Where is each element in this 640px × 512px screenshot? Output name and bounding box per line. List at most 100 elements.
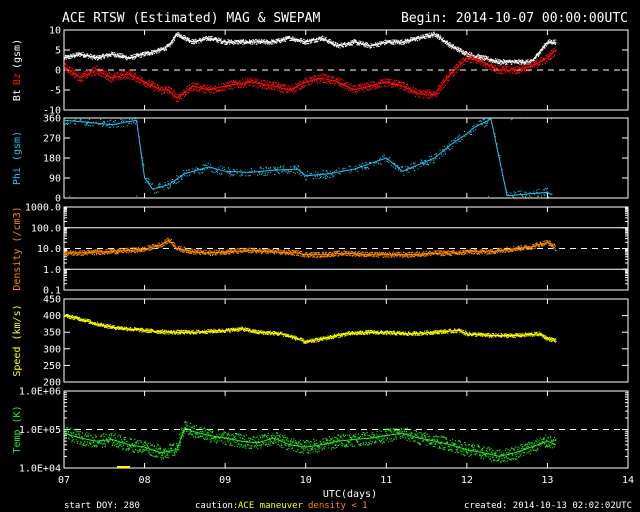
data-point <box>218 89 220 91</box>
data-point <box>286 91 288 93</box>
data-point <box>511 67 513 69</box>
data-point <box>96 252 98 254</box>
data-point <box>147 248 149 250</box>
data-point <box>390 256 392 258</box>
data-point <box>224 88 226 90</box>
data-point <box>322 252 324 254</box>
data-point <box>115 251 117 253</box>
data-point <box>519 60 521 62</box>
data-point <box>263 249 265 251</box>
data-point <box>231 251 233 253</box>
data-point <box>245 80 247 82</box>
data-point <box>432 158 434 160</box>
data-point <box>386 81 388 83</box>
data-point <box>97 70 99 72</box>
data-point <box>362 255 364 257</box>
data-point <box>488 195 490 197</box>
data-point <box>149 85 151 87</box>
data-point <box>136 251 138 253</box>
data-point <box>402 89 404 91</box>
data-point <box>256 78 258 80</box>
data-point <box>474 56 476 58</box>
data-point <box>242 43 244 45</box>
data-point <box>217 170 219 172</box>
data-point <box>492 59 494 61</box>
data-point <box>317 253 319 255</box>
data-point <box>102 125 104 127</box>
begin-time: Begin: 2014-10-07 00:00:00UTC <box>401 11 628 26</box>
data-point <box>96 57 98 59</box>
data-point <box>210 38 212 40</box>
data-point <box>288 253 290 255</box>
data-point <box>339 44 341 46</box>
data-point <box>119 249 121 251</box>
data-point <box>159 182 161 184</box>
data-point <box>472 55 474 57</box>
data-point <box>442 37 444 39</box>
data-point <box>102 72 104 74</box>
data-point <box>172 182 174 184</box>
data-point <box>148 246 150 248</box>
data-point <box>159 49 161 51</box>
data-point <box>306 80 308 82</box>
data-point <box>317 38 319 40</box>
data-point <box>271 39 273 41</box>
data-point <box>223 86 225 88</box>
data-point <box>156 187 158 189</box>
data-point <box>252 247 254 249</box>
data-point <box>76 254 78 256</box>
data-point <box>230 40 232 42</box>
data-point <box>448 75 450 77</box>
data-point <box>269 81 271 83</box>
data-point <box>418 164 420 166</box>
data-point <box>392 42 394 44</box>
data-point <box>120 78 122 80</box>
data-point <box>480 55 482 57</box>
data-point <box>149 183 151 185</box>
data-point <box>104 122 106 124</box>
data-point <box>64 123 66 125</box>
data-point <box>302 85 304 87</box>
data-point <box>484 55 486 57</box>
data-point <box>495 67 497 69</box>
data-point <box>301 85 303 87</box>
data-point <box>137 54 139 56</box>
data-point <box>75 123 77 125</box>
data-point <box>327 40 329 42</box>
data-point <box>418 90 420 92</box>
data-point <box>188 92 190 94</box>
data-point <box>352 42 354 44</box>
data-point <box>256 86 258 88</box>
data-point <box>211 38 213 40</box>
data-point <box>449 71 451 73</box>
data-point <box>505 63 507 65</box>
data-point <box>393 39 395 41</box>
data-point <box>420 36 422 38</box>
data-point <box>498 59 500 61</box>
data-point <box>397 165 399 167</box>
data-point <box>289 170 291 172</box>
data-point <box>166 88 168 90</box>
data-point <box>134 252 136 254</box>
data-point <box>464 59 466 61</box>
data-point <box>322 256 324 258</box>
data-point <box>412 37 414 39</box>
data-point <box>342 79 344 81</box>
data-point <box>209 36 211 38</box>
data-point <box>375 42 377 44</box>
data-point <box>378 253 380 255</box>
data-point <box>512 72 514 74</box>
data-point <box>116 252 118 254</box>
data-point <box>490 58 492 60</box>
data-point <box>414 255 416 257</box>
data-point <box>276 42 278 44</box>
data-point <box>207 252 209 254</box>
data-point <box>86 54 88 56</box>
data-point <box>466 53 468 55</box>
data-point <box>316 173 318 175</box>
data-point <box>289 87 291 89</box>
data-point <box>117 72 119 74</box>
data-point <box>74 70 76 72</box>
data-point <box>196 83 198 85</box>
data-point <box>180 175 182 177</box>
